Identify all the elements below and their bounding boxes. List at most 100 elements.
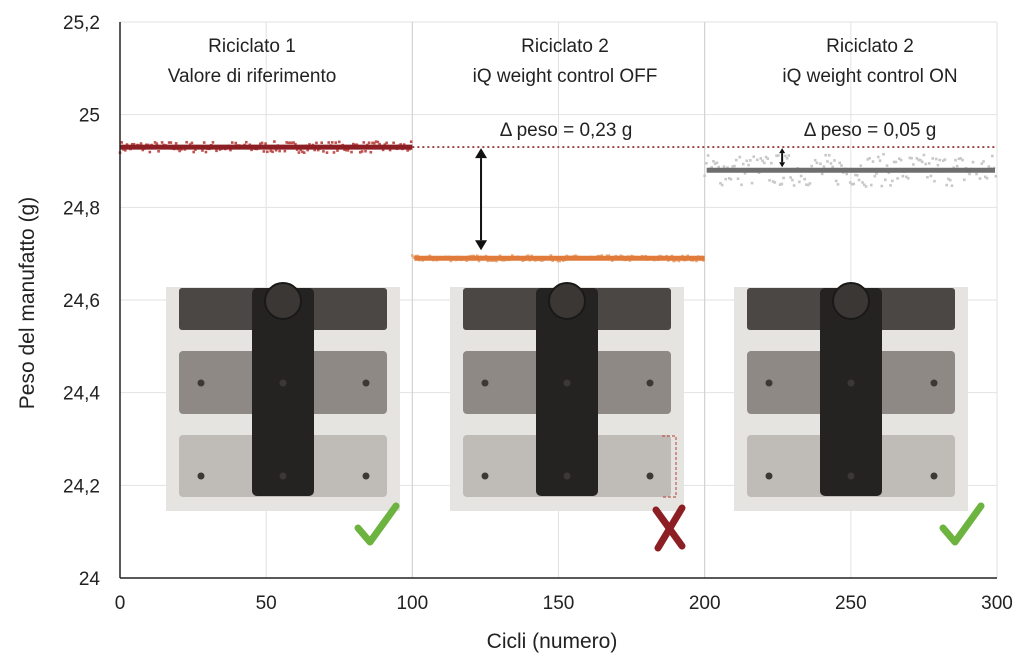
data-point <box>778 183 782 186</box>
data-point <box>710 166 713 169</box>
data-point <box>968 172 971 176</box>
y-tick-label: 24,2 <box>63 476 100 497</box>
data-point <box>731 165 735 168</box>
cross-icon <box>652 504 686 552</box>
data-point <box>202 141 206 144</box>
x-axis-title: Cicli (numero) <box>487 630 618 653</box>
data-point <box>720 183 724 187</box>
arrow-head-down <box>475 240 488 251</box>
data-point <box>892 160 896 164</box>
data-point <box>891 179 894 183</box>
data-point <box>871 160 875 163</box>
part-photo-1 <box>166 282 400 511</box>
data-point <box>777 154 780 157</box>
data-point <box>153 141 157 144</box>
x-tick-label: 50 <box>256 593 277 614</box>
data-point <box>910 156 913 160</box>
data-point <box>188 143 192 146</box>
data-point <box>717 165 720 169</box>
pin-hole <box>197 379 205 387</box>
data-point <box>978 177 982 180</box>
data-point <box>894 160 898 164</box>
annotations <box>354 148 985 552</box>
data-point <box>745 159 749 163</box>
data-point <box>139 142 143 145</box>
data-point <box>123 149 127 152</box>
data-point <box>824 153 827 157</box>
check-icon <box>354 502 400 546</box>
data-point <box>980 162 984 165</box>
data-point <box>327 141 331 144</box>
data-point <box>301 150 304 154</box>
data-point <box>862 183 866 187</box>
data-point <box>406 149 409 152</box>
x-tick-label: 200 <box>689 593 721 614</box>
tick-labels: 0 50 100 150 200 250 300 24 24,2 24,4 24,6 24,8 25 25… <box>63 13 1013 614</box>
data-point <box>325 151 329 154</box>
data-point <box>755 158 759 162</box>
data-point <box>840 164 843 167</box>
data-point <box>766 157 770 160</box>
data-point <box>367 141 371 145</box>
delta-label-off: Δ peso = 0,23 g <box>500 120 633 141</box>
pin-hole <box>481 472 489 480</box>
data-point <box>486 259 490 263</box>
data-point <box>141 148 145 152</box>
data-point <box>316 148 320 152</box>
data-point <box>392 141 395 145</box>
data-point <box>959 157 963 160</box>
data-point <box>889 184 892 187</box>
data-point <box>866 158 870 161</box>
data-point <box>264 142 267 145</box>
data-point <box>229 148 232 152</box>
data-point <box>780 182 784 186</box>
data-point <box>822 165 826 168</box>
data-point <box>775 154 778 158</box>
data-point <box>743 171 747 175</box>
data-point <box>371 141 374 145</box>
data-point <box>719 181 722 185</box>
data-point <box>273 140 276 143</box>
data-point <box>373 141 376 145</box>
mean-lines <box>120 144 997 261</box>
data-point <box>211 141 215 144</box>
data-point <box>901 174 905 178</box>
part-photos <box>166 282 968 511</box>
data-point <box>332 151 336 154</box>
data-point <box>292 141 295 144</box>
data-point <box>831 165 835 169</box>
data-point <box>320 141 324 145</box>
data-point <box>922 153 926 157</box>
data-point <box>819 162 822 166</box>
section-3-title-line2: iQ weight control ON <box>782 66 957 87</box>
data-point <box>920 160 924 164</box>
data-point <box>729 177 733 181</box>
data-point <box>991 154 994 158</box>
data-point <box>877 155 880 159</box>
data-point <box>360 150 364 153</box>
data-point <box>381 148 385 152</box>
data-point <box>411 254 414 257</box>
data-point <box>850 183 854 186</box>
data-point <box>784 154 787 158</box>
data-point <box>388 148 392 152</box>
data-point <box>605 254 609 258</box>
section-3-title-line1: Riciclato 2 <box>826 36 914 57</box>
data-point <box>677 259 681 263</box>
data-point <box>884 178 887 182</box>
data-point <box>808 182 812 185</box>
data-point <box>906 176 910 180</box>
data-point <box>157 149 160 153</box>
data-point <box>724 177 728 181</box>
data-point <box>313 148 316 152</box>
data-point <box>344 148 348 152</box>
x-tick-label: 250 <box>835 593 867 614</box>
defect-bracket <box>662 435 677 498</box>
data-point <box>763 161 766 165</box>
data-point <box>873 174 877 178</box>
data-point <box>961 158 964 162</box>
data-point <box>912 163 915 166</box>
data-point <box>132 142 136 146</box>
data-point <box>810 164 813 168</box>
pin-hole <box>765 472 773 480</box>
